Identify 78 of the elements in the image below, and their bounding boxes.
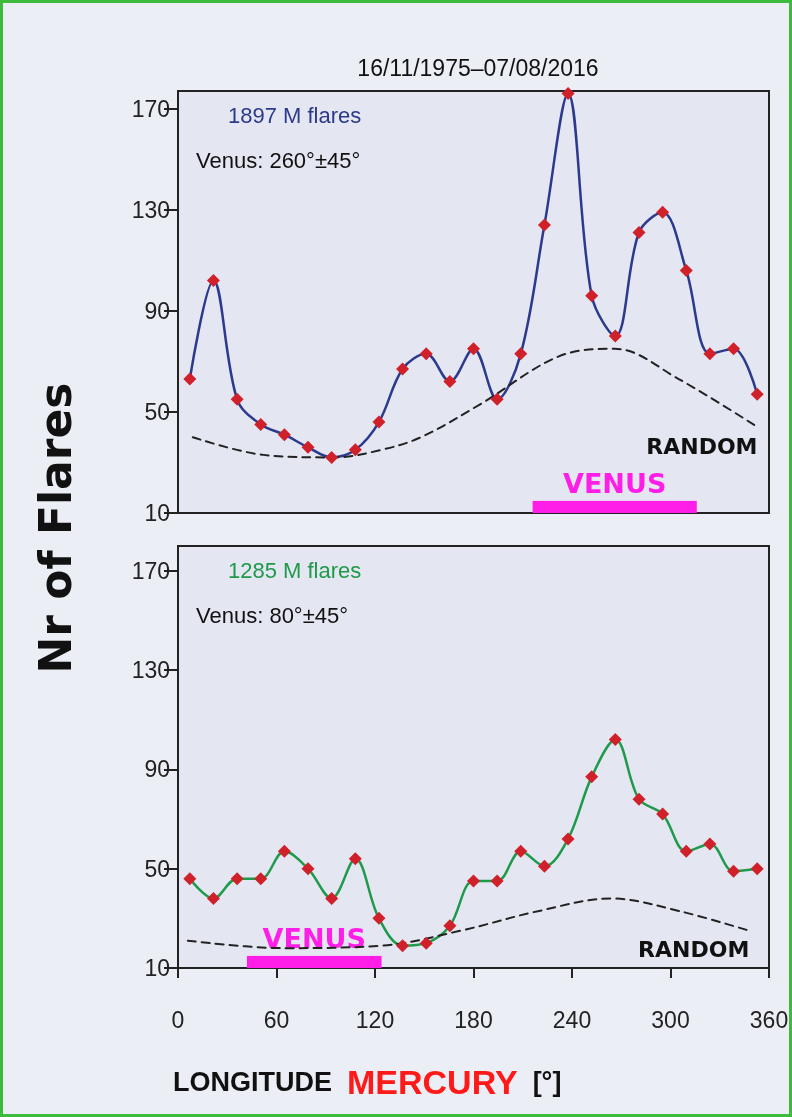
chart-title: 16/11/1975–07/08/2016 [357, 54, 599, 81]
point [396, 939, 410, 953]
point [206, 891, 220, 905]
point [679, 263, 693, 277]
point [206, 274, 220, 288]
y-tick-label: 10 [144, 955, 170, 981]
y-tick-label: 130 [131, 657, 170, 684]
y-tick-label: 50 [144, 855, 170, 882]
point [372, 911, 386, 925]
point [561, 832, 575, 846]
annotation: Venus: 80°±45° [196, 602, 349, 628]
point [254, 418, 268, 432]
y-tick-label: 170 [131, 557, 170, 584]
y-tick-label: 50 [144, 398, 170, 425]
point [656, 807, 670, 821]
annotation: Venus: 260°±45° [196, 147, 361, 173]
point [348, 443, 362, 457]
point [703, 837, 717, 851]
point [608, 329, 622, 343]
x-tick-label: 60 [263, 1006, 290, 1033]
x-tick-label: 240 [552, 1006, 592, 1033]
point [301, 862, 315, 876]
annotation: RANDOM [646, 433, 758, 459]
y-tick-label: 90 [144, 756, 170, 783]
point [277, 428, 291, 442]
point [679, 844, 693, 858]
point [585, 770, 599, 784]
point [750, 862, 764, 876]
point [561, 87, 575, 101]
text: 1897 M flares [228, 102, 362, 128]
point [727, 864, 741, 878]
band-label: VENUS [563, 468, 667, 499]
point [467, 874, 480, 888]
y-axis-title: Nr of Flares [29, 382, 81, 674]
point [632, 226, 646, 240]
point [396, 362, 410, 376]
x-tick-label: 300 [651, 1006, 690, 1033]
x-tick-label: 120 [355, 1006, 395, 1033]
text: 1285 M flares [228, 557, 362, 583]
annotation: RANDOM [638, 937, 750, 963]
x-tick-label: 0 [171, 1006, 185, 1033]
y-tick-label: 90 [144, 297, 170, 324]
x-tick-label: 360 [749, 1006, 789, 1033]
x-tick-label: 180 [454, 1006, 493, 1033]
point [419, 347, 433, 361]
y-tick-label: 130 [131, 196, 170, 223]
point [372, 415, 386, 429]
point [656, 205, 670, 219]
y-tick-label: 170 [131, 95, 170, 122]
point [608, 733, 622, 747]
point [325, 450, 339, 464]
point [301, 440, 315, 454]
point [514, 347, 528, 361]
point [183, 872, 197, 886]
point [254, 872, 268, 886]
point [348, 852, 362, 866]
point [632, 792, 646, 806]
point [230, 392, 244, 406]
band-label: VENUS [262, 923, 366, 954]
point [419, 936, 433, 950]
point [490, 392, 504, 406]
x-axis-title: LONGITUDE MERCURY [°] [173, 1063, 562, 1101]
point [443, 919, 457, 933]
point [514, 844, 528, 858]
point [750, 387, 764, 401]
point [230, 872, 244, 886]
point [585, 289, 599, 303]
point [703, 347, 717, 361]
point [325, 891, 339, 905]
y-tick-label: 10 [144, 500, 170, 526]
point [537, 218, 551, 232]
point [537, 859, 551, 873]
point [727, 342, 741, 356]
point [183, 372, 197, 386]
point [443, 375, 457, 389]
point [467, 342, 480, 356]
point [277, 844, 291, 858]
point [490, 874, 504, 888]
